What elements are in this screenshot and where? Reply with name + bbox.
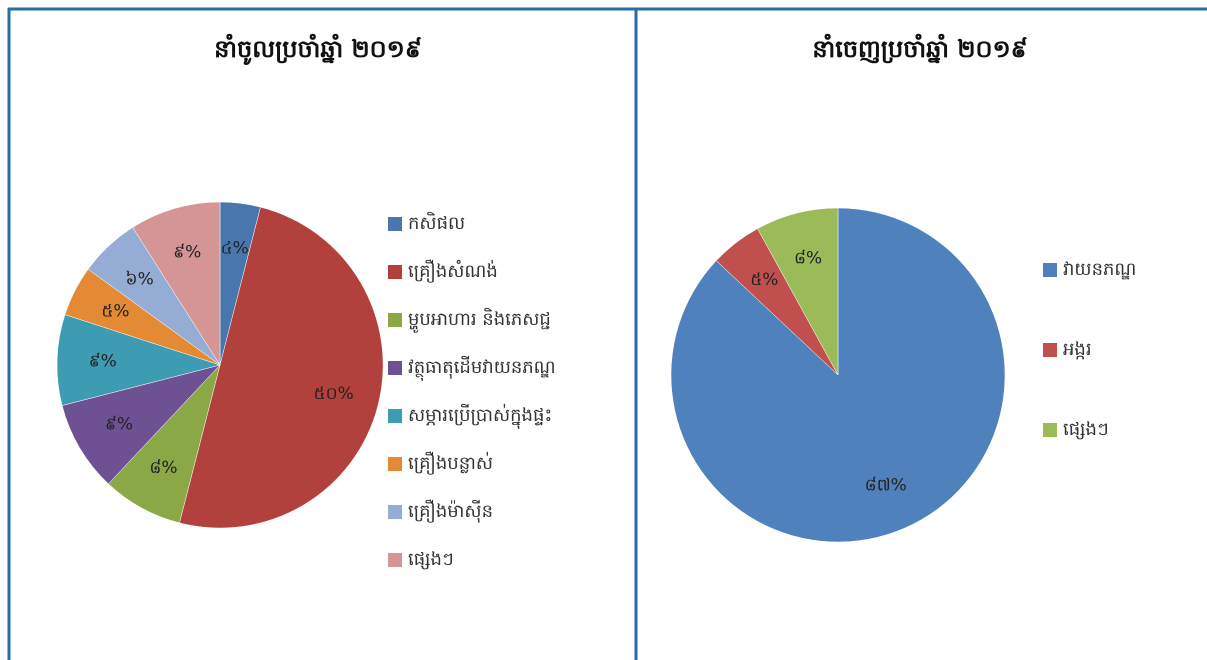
legend-swatch	[388, 265, 402, 279]
pie-slice	[132, 201, 221, 366]
legend-swatch	[388, 505, 402, 519]
legend-label: កសិផល	[408, 211, 465, 234]
legend-label: គ្រឿងបន្លាស់	[408, 451, 493, 475]
legend-swatch	[388, 457, 402, 471]
pie-slice	[179, 206, 384, 529]
data-label: ៥០%	[314, 384, 354, 404]
chart-title: នាំចេញប្រចាំឆ្នាំ ២០១៩	[812, 33, 1027, 64]
legend-label: សម្ភារប្រើប្រាស់ក្នុងផ្ទះ	[408, 403, 552, 429]
data-label: ៩%	[105, 415, 133, 435]
legend-label: ផ្សេងៗ	[1063, 419, 1109, 440]
pie-slice	[757, 207, 839, 376]
data-label: ៨៧%	[865, 475, 907, 495]
legend-swatch	[388, 313, 402, 327]
legend-swatch	[388, 217, 402, 231]
legend-label: អង្ករ	[1063, 339, 1092, 360]
legend-label: វត្ថុធាតុដើមវាយនភណ្ឌ	[408, 355, 556, 381]
data-label: ៦%	[126, 269, 154, 289]
legend-swatch	[1043, 263, 1057, 277]
data-label: ៨%	[794, 249, 822, 269]
legend-swatch	[1043, 343, 1057, 357]
legend-label: ផ្សេងៗ	[408, 549, 454, 570]
legend-label: គ្រឿងសំណង់	[408, 259, 498, 283]
pie-slice	[56, 314, 221, 406]
legend-swatch	[388, 409, 402, 423]
data-label: ៨%	[149, 458, 177, 478]
data-label: ៥%	[750, 270, 778, 290]
data-label: ៤%	[221, 239, 249, 259]
legend-label: គ្រឿងម៉ាស៊ីន	[408, 499, 493, 523]
data-label: ៥%	[101, 302, 129, 322]
chart-title: នាំចូលប្រចាំឆ្នាំ ២០១៩	[214, 33, 422, 66]
data-label: ៩%	[173, 242, 201, 262]
legend-swatch	[388, 553, 402, 567]
legend-swatch	[388, 361, 402, 375]
pie-slice	[61, 364, 221, 485]
data-label: ៩%	[89, 351, 117, 371]
legend-label: ម្ហូបអាហារ និងភេសជ្ជ	[408, 307, 551, 333]
legend-swatch	[1043, 423, 1057, 437]
legend-label: វាយនភណ្ឌ	[1063, 259, 1136, 280]
